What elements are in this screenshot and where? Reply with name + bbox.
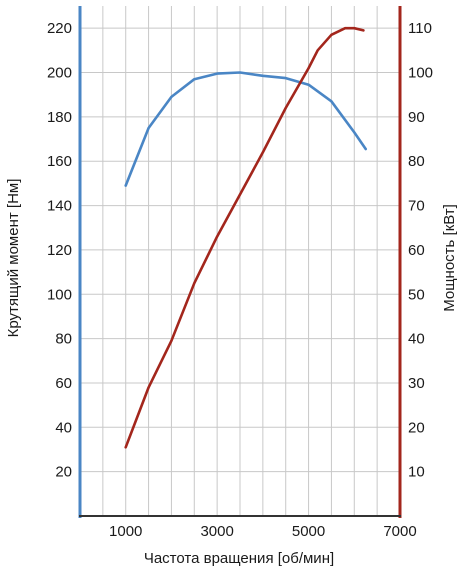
left-tick-label: 100 [47,286,72,303]
left-tick-label: 220 [47,20,72,37]
right-tick-label: 40 [408,331,425,348]
right-tick-label: 60 [408,242,425,259]
left-tick-label: 200 [47,65,72,82]
x-axis-title: Частота вращения [об/мин] [144,550,334,567]
right-tick-label: 80 [408,153,425,170]
torque-series-line [124,71,368,187]
left-tick-label: 180 [47,109,72,126]
x-tick-label: 5000 [292,523,325,540]
right-tick-label: 30 [408,375,425,392]
right-tick-label: 90 [408,109,425,126]
left-tick-label: 120 [47,242,72,259]
right-axis-title: Мощность [кВт] [441,204,458,312]
grid [80,6,400,516]
left-tick-label: 60 [55,375,72,392]
right-tick-label: 110 [408,20,432,37]
right-tick-label: 100 [408,65,433,82]
x-tick-label: 3000 [200,523,233,540]
left-tick-label: 20 [55,464,72,481]
tick-labels: 1000 3000 5000 7000 20 40 60 80 100 120 140 160 180 2… [47,20,433,540]
right-tick-label: 70 [408,198,425,215]
left-axis-title: Крутящий момент [Нм] [5,179,22,338]
left-tick-label: 140 [47,198,72,215]
axes [78,6,402,518]
right-tick-label: 50 [408,286,425,303]
left-tick-label: 40 [55,419,72,436]
x-tick-label: 1000 [109,523,142,540]
series [124,26,368,449]
left-tick-label: 160 [47,153,72,170]
right-tick-label: 10 [408,464,425,481]
x-tick-label: 7000 [383,523,416,540]
power-series-line [124,26,365,449]
left-tick-label: 80 [55,331,72,348]
right-tick-label: 20 [408,419,425,436]
